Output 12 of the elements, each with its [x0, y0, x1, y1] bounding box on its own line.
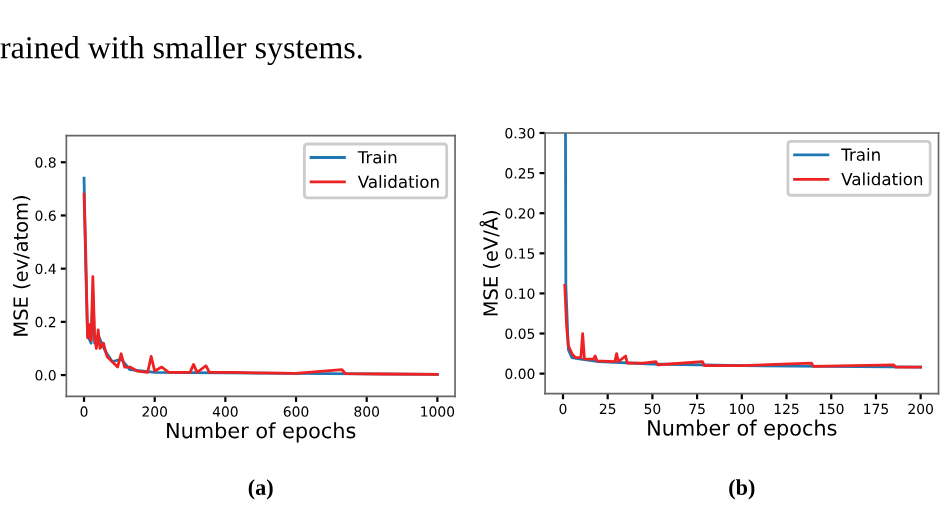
legend-label: Validation: [841, 172, 923, 186]
line-series: [563, 284, 923, 369]
text: (b): [729, 479, 755, 500]
y-axis-title: MSE (eV/Å): [479, 211, 501, 316]
legend-label: Validation: [357, 175, 439, 189]
y-axis-title: MSE (ev/atom): [12, 196, 31, 336]
legend-label: Train: [357, 150, 397, 164]
text: rained with smaller systems.: [0, 36, 362, 66]
x-axis-title: Number of epochs: [648, 419, 837, 440]
text: (a): [248, 479, 273, 500]
legend-label: Train: [841, 148, 880, 161]
x-axis-title: Number of epochs: [167, 422, 356, 443]
